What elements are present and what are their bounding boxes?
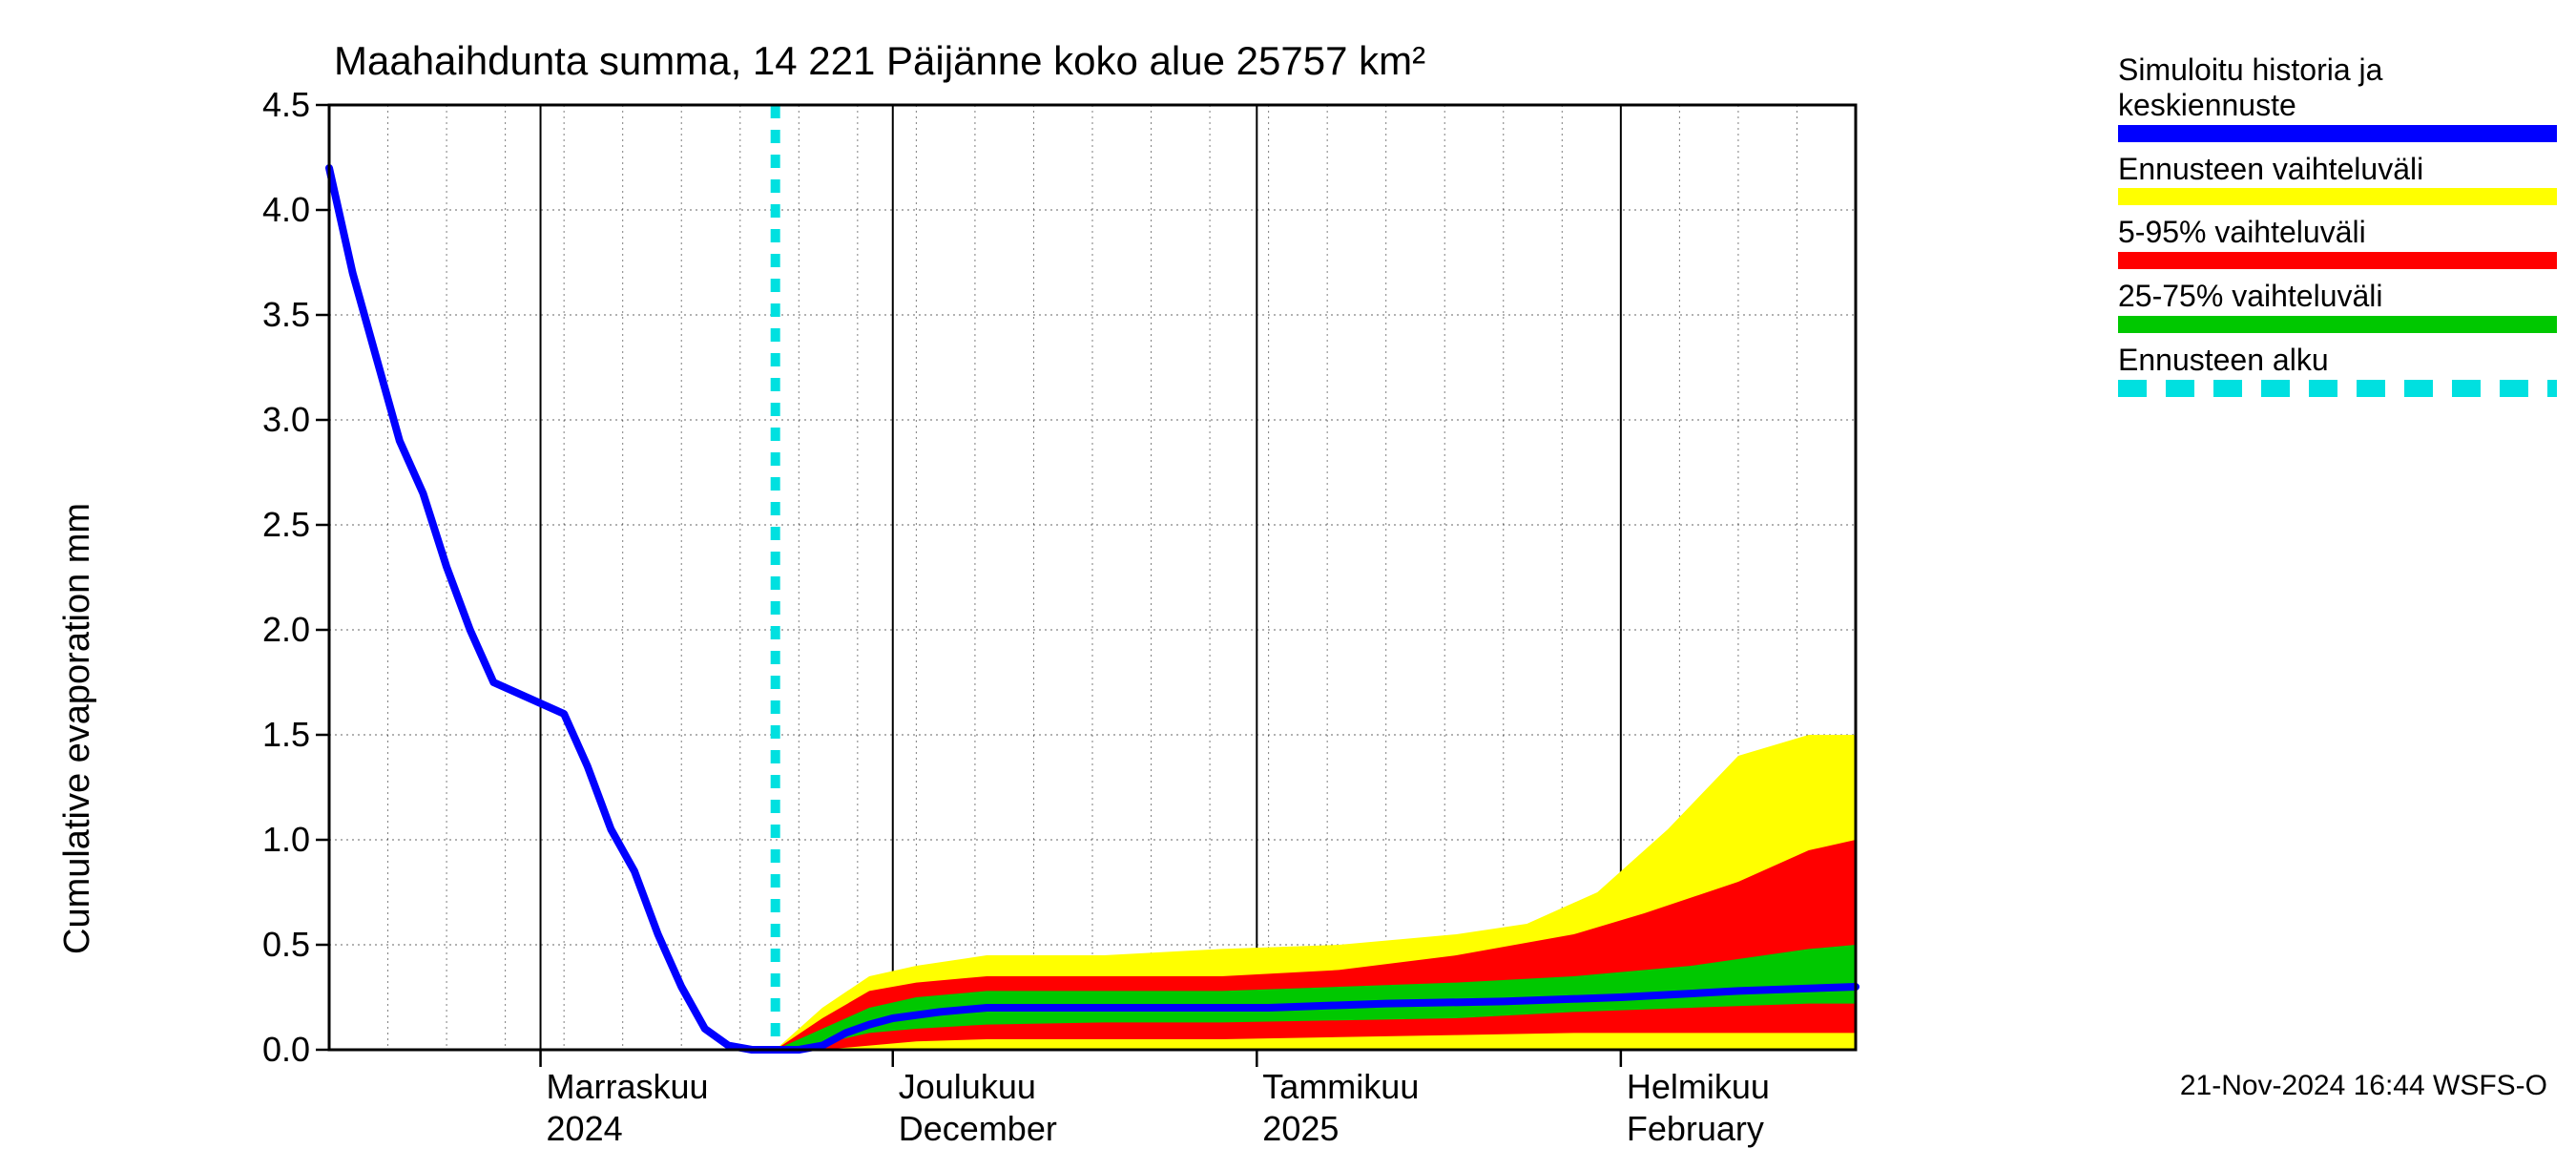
x-month-label: Helmikuu xyxy=(1627,1067,1770,1107)
legend-item: 5-95% vaihteluväli xyxy=(2118,215,2557,269)
legend-label: 25-75% vaihteluväli xyxy=(2118,279,2557,314)
legend-label: Ennusteen vaihteluväli xyxy=(2118,152,2557,187)
y-tick-label: 1.0 xyxy=(224,820,310,860)
y-tick-label: 4.5 xyxy=(224,85,310,125)
y-tick-label: 2.0 xyxy=(224,610,310,650)
y-tick-label: 3.5 xyxy=(224,295,310,335)
legend-swatch xyxy=(2118,380,2557,397)
y-tick-label: 1.5 xyxy=(224,715,310,755)
x-month-label: Marraskuu xyxy=(547,1067,709,1107)
legend-label: 5-95% vaihteluväli xyxy=(2118,215,2557,250)
legend-item: 25-75% vaihteluväli xyxy=(2118,279,2557,333)
y-tick-label: 0.5 xyxy=(224,925,310,965)
x-month-sublabel: February xyxy=(1627,1109,1764,1149)
y-tick-label: 0.0 xyxy=(224,1030,310,1070)
y-tick-label: 3.0 xyxy=(224,400,310,440)
x-month-sublabel: 2025 xyxy=(1262,1109,1339,1149)
y-tick-label: 2.5 xyxy=(224,505,310,545)
chart-container: Maahaihdunta summa, 14 221 Päijänne koko… xyxy=(0,0,2576,1145)
x-month-label: Tammikuu xyxy=(1262,1067,1419,1107)
legend-item: Ennusteen alku xyxy=(2118,343,2557,397)
legend-item: Ennusteen vaihteluväli xyxy=(2118,152,2557,206)
legend-swatch xyxy=(2118,125,2557,142)
legend-label: Ennusteen alku xyxy=(2118,343,2557,378)
footer-timestamp: 21-Nov-2024 16:44 WSFS-O xyxy=(2180,1070,2547,1102)
y-tick-label: 4.0 xyxy=(224,190,310,230)
x-month-label: Joulukuu xyxy=(899,1067,1036,1107)
x-month-sublabel: 2024 xyxy=(547,1109,623,1149)
legend-swatch xyxy=(2118,252,2557,269)
x-month-sublabel: December xyxy=(899,1109,1057,1149)
legend: Simuloitu historia ja keskiennuste Ennust… xyxy=(2118,52,2557,407)
legend-item: Simuloitu historia ja keskiennuste xyxy=(2118,52,2557,142)
legend-swatch xyxy=(2118,316,2557,333)
legend-label: Simuloitu historia ja keskiennuste xyxy=(2118,52,2557,123)
legend-swatch xyxy=(2118,188,2557,205)
